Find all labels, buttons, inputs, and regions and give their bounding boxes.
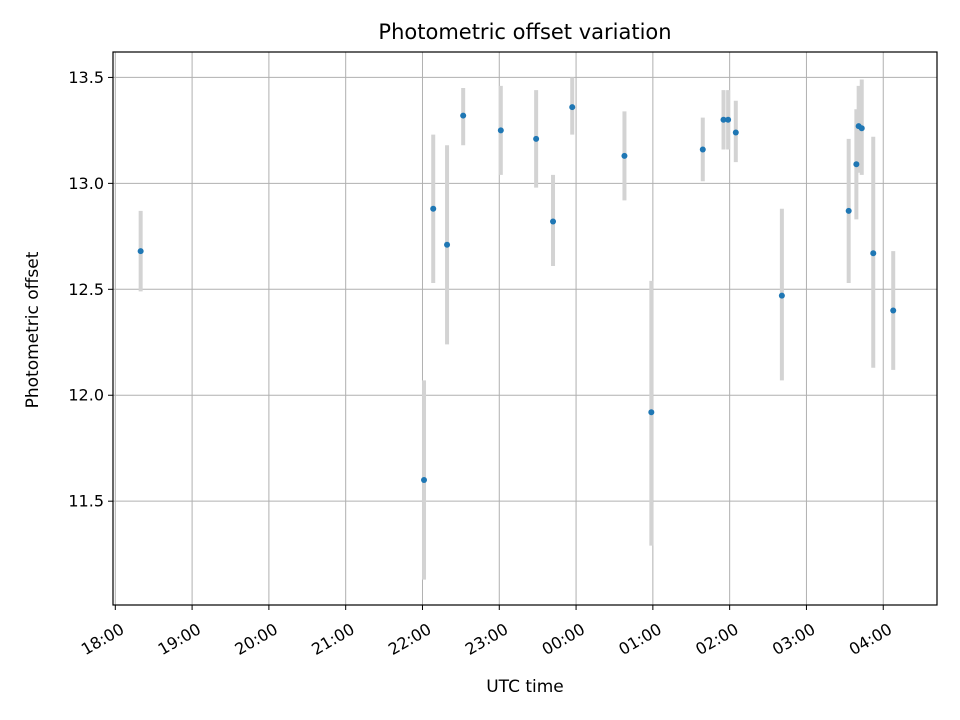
y-tick-label: 13.0	[68, 174, 104, 193]
data-point	[137, 248, 144, 255]
data-point	[648, 409, 655, 416]
data-point	[533, 135, 540, 142]
x-axis-label: UTC time	[486, 677, 564, 697]
y-axis-ticks: 11.5 12.0 12.5 13.0 13.5	[68, 68, 113, 511]
x-tick-label: 01:00	[615, 619, 664, 659]
x-tick-label: 20:00	[231, 619, 280, 659]
data-point	[550, 218, 557, 225]
plot-frame	[112, 51, 938, 606]
data-point	[853, 161, 860, 168]
data-point	[497, 127, 504, 134]
data-point	[621, 152, 628, 159]
data-point	[699, 146, 706, 153]
data-point	[569, 104, 576, 111]
data-point	[421, 476, 428, 483]
y-tick-label: 13.5	[68, 68, 104, 87]
data-point	[870, 250, 877, 257]
x-tick-label: 18:00	[78, 619, 127, 659]
x-tick-label: 04:00	[846, 619, 895, 659]
y-tick-label: 12.5	[68, 280, 104, 299]
data-point	[890, 307, 897, 314]
x-tick-label: 23:00	[462, 619, 511, 659]
data-point	[845, 207, 852, 214]
error-bars	[138, 77, 896, 580]
x-axis-ticks: 18:00 19:00 20:00 21:00 22:00 23:00 00:00 01:00…	[78, 605, 895, 659]
data-point	[725, 116, 732, 123]
data-point	[720, 116, 727, 123]
data-point	[778, 292, 785, 299]
chart-title: Photometric offset variation	[378, 20, 671, 44]
x-tick-label: 21:00	[308, 619, 357, 659]
data-point	[460, 112, 467, 119]
x-tick-label: 00:00	[539, 619, 588, 659]
x-tick-label: 02:00	[692, 619, 741, 659]
data-points	[137, 104, 897, 483]
grid	[113, 52, 937, 605]
x-tick-label: 03:00	[769, 619, 818, 659]
data-point	[444, 241, 451, 248]
y-tick-label: 11.5	[68, 492, 104, 511]
data-point	[732, 129, 739, 136]
data-point	[858, 125, 865, 132]
x-tick-label: 22:00	[385, 619, 434, 659]
y-tick-label: 12.0	[68, 386, 104, 405]
data-point	[430, 205, 437, 212]
x-tick-label: 19:00	[155, 619, 204, 659]
y-axis-label: Photometric offset	[23, 251, 43, 408]
